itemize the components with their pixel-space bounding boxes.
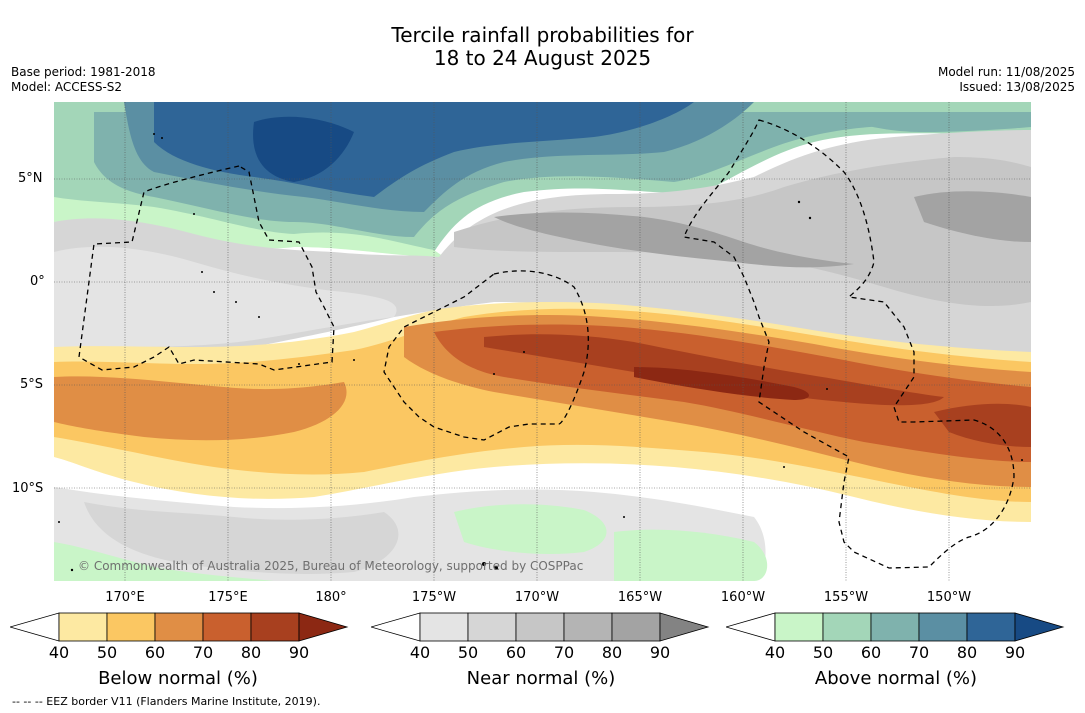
- eez-border-west: [78, 165, 335, 371]
- above-normal-region-south: [54, 542, 274, 581]
- lon-label-180: 180°: [315, 590, 347, 605]
- colorbar-under-arrow: [10, 612, 60, 642]
- colorbar-title-above: Above normal (%): [814, 668, 978, 689]
- colorbar-under-arrow: [371, 612, 421, 642]
- colorbar-swatch: [966, 612, 1016, 642]
- lat-label-10s: 10°S: [12, 481, 44, 496]
- colorbar-swatch: [202, 612, 252, 642]
- lat-label-5n: 5°N: [18, 171, 43, 186]
- colorbar-swatch: [611, 612, 661, 642]
- colorbar-swatch: [154, 612, 204, 642]
- below-normal-region-darkest: [634, 367, 809, 400]
- cb-near-tick: 50: [457, 643, 479, 662]
- cb-below-tick: 60: [144, 643, 166, 662]
- above-normal-region-south-mid: [454, 504, 607, 554]
- map-title-line1: Tercile rainfall probabilities for: [391, 23, 694, 47]
- cb-near-tick: 60: [505, 643, 527, 662]
- below-normal-region-orange: [54, 376, 347, 441]
- colorbar-title-below: Below normal (%): [98, 668, 258, 689]
- lon-label-160w: 160°W: [720, 590, 766, 605]
- colorbar-above-normal: [726, 612, 1065, 642]
- cb-below-tick: 70: [192, 643, 214, 662]
- colorbar-swatch: [563, 612, 613, 642]
- near-normal-region-mid: [454, 157, 1031, 307]
- lon-label-170e: 170°E: [105, 590, 145, 605]
- colorbar-over-arrow: [1014, 612, 1065, 642]
- cb-above-tick: 90: [1004, 643, 1026, 662]
- above-normal-region-north-darkest: [253, 116, 354, 182]
- cb-above-tick: 60: [860, 643, 882, 662]
- eez-borders: [78, 119, 1015, 569]
- colorbar-swatch: [467, 612, 517, 642]
- near-normal-region-dark: [494, 212, 854, 268]
- eez-border-central: [383, 270, 589, 441]
- above-normal-region-north-light: [54, 197, 444, 257]
- cb-below-tick: 80: [240, 643, 262, 662]
- colorbar-over-arrow: [298, 612, 349, 642]
- issued-text: Issued: 13/08/2025: [959, 80, 1075, 94]
- colorbar-swatch: [58, 612, 108, 642]
- colorbar-swatch: [822, 612, 872, 642]
- lon-label-175e: 175°E: [208, 590, 248, 605]
- eez-footnote: -- -- -- EEZ border V11 (Flanders Marine…: [12, 695, 321, 708]
- colorbar-swatch: [774, 612, 824, 642]
- colorbar-swatch: [918, 612, 968, 642]
- near-normal-region-east-dark: [914, 191, 1031, 242]
- colorbar-swatch: [515, 612, 565, 642]
- cb-near-tick: 40: [409, 643, 431, 662]
- lon-label-150w: 150°W: [926, 590, 972, 605]
- cb-above-tick: 50: [812, 643, 834, 662]
- eez-border-east: [683, 119, 1015, 569]
- colorbar-title-near: Near normal (%): [466, 668, 616, 689]
- model-text: Model: ACCESS-S2: [11, 80, 123, 94]
- cb-above-tick: 80: [956, 643, 978, 662]
- colorbar-swatch: [106, 612, 156, 642]
- above-normal-region-ne-top: [854, 112, 1031, 132]
- near-normal-region-south-mid: [84, 502, 399, 574]
- lat-label-0: 0°: [30, 274, 45, 289]
- lon-label-175w: 175°W: [411, 590, 457, 605]
- cb-below-tick: 90: [288, 643, 310, 662]
- colorbar-near-normal: [371, 612, 710, 642]
- colorbar-over-arrow: [659, 612, 710, 642]
- lon-label-170w: 170°W: [514, 590, 560, 605]
- base-period-text: Base period: 1981-2018: [11, 65, 156, 79]
- copyright-credit: © Commonwealth of Australia 2025, Bureau…: [78, 559, 584, 573]
- colorbar-under-arrow: [726, 612, 776, 642]
- cb-near-tick: 90: [649, 643, 671, 662]
- cb-above-tick: 40: [764, 643, 786, 662]
- lat-label-5s: 5°S: [20, 377, 44, 392]
- lon-label-165w: 165°W: [617, 590, 663, 605]
- probability-map: [54, 102, 1031, 581]
- cb-below-tick: 40: [48, 643, 70, 662]
- cb-near-tick: 70: [553, 643, 575, 662]
- below-normal-region-east-dark: [934, 403, 1031, 447]
- cb-near-tick: 80: [601, 643, 623, 662]
- colorbar-swatch: [870, 612, 920, 642]
- colorbar-swatch: [419, 612, 469, 642]
- colorbar-swatch: [250, 612, 300, 642]
- graticule: [54, 102, 1031, 581]
- colorbar-below-normal: [10, 612, 349, 642]
- cb-above-tick: 70: [908, 643, 930, 662]
- model-run-text: Model run: 11/08/2025: [937, 65, 1075, 79]
- coastline-islands: [58, 133, 1023, 572]
- lon-label-155w: 155°W: [823, 590, 869, 605]
- above-normal-region-south-east: [614, 529, 768, 581]
- below-normal-region-dark: [484, 334, 944, 406]
- cb-below-tick: 50: [96, 643, 118, 662]
- map-title-line2: 18 to 24 August 2025: [433, 46, 652, 70]
- near-normal-region-west: [54, 246, 397, 347]
